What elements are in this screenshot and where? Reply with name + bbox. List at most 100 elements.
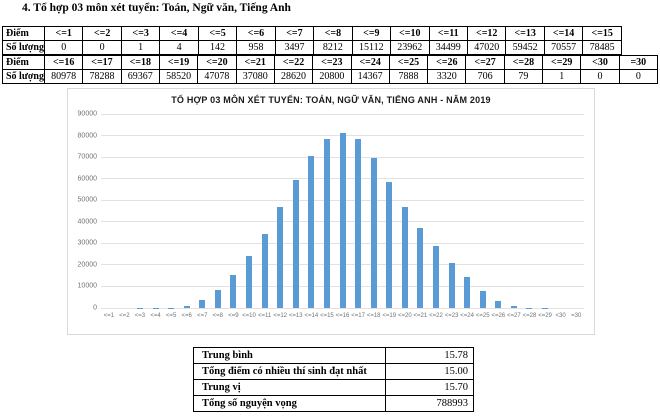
- gridline: [101, 113, 584, 115]
- page-heading: 4. Tổ hợp 03 môn xét tuyển: Toán, Ngữ vă…: [22, 2, 291, 14]
- score-col-header: <=13: [505, 26, 545, 41]
- score-distribution-chart: TỔ HỢP 03 MÔN XÉT TUYỂN: TOÁN, NGỮ VĂN, …: [67, 88, 595, 335]
- bar: [136, 307, 143, 308]
- x-axis-tick-label: <=6: [181, 313, 192, 319]
- score-row-label: Điểm: [2, 55, 45, 70]
- x-axis-tick-label: <=17: [351, 313, 365, 319]
- count-value: 0: [43, 40, 84, 55]
- x-axis-tick-label: <=14: [304, 313, 319, 319]
- score-col-header: <=16: [43, 55, 84, 70]
- count-value: 37080: [235, 69, 275, 84]
- count-value: 0: [618, 69, 659, 84]
- bar: [152, 307, 159, 308]
- bar: [214, 290, 221, 308]
- count-row-label: Số lượng: [2, 69, 45, 84]
- score-col-header: <=4: [159, 26, 199, 41]
- bar: [261, 233, 268, 308]
- x-axis: <=1 <=2 <=3 <=4 <=5 <=6 <=7 <=8 <=9 <=10 <=11 <=12 <…: [101, 313, 584, 323]
- x-axis-tick-label: <=15: [320, 313, 334, 319]
- y-axis-tick-label: 70000: [77, 153, 97, 161]
- bar: [168, 307, 175, 308]
- score-col-header: <=1: [43, 26, 84, 41]
- score-table-part2: Điểm <=16 <=17 <=18 <=19 <=20 <=21 <=22 <=23 <=24…: [2, 55, 659, 84]
- x-axis-tick-label: <=29: [538, 313, 552, 319]
- y-axis: 90000 80000 70000 60000 50000 40000 30000 20000…: [70, 111, 97, 312]
- score-col-header: <=29: [542, 55, 582, 70]
- y-axis-tick-label: 40000: [77, 218, 97, 226]
- count-value: 70557: [543, 40, 584, 55]
- score-col-header: <=27: [465, 55, 505, 70]
- score-col-header: <=22: [273, 55, 314, 70]
- score-col-header: <=18: [120, 55, 160, 70]
- count-value: 78288: [82, 69, 122, 84]
- score-col-header: <=7: [274, 26, 315, 41]
- count-value: 3497: [274, 40, 315, 55]
- count-value: 78485: [582, 40, 622, 55]
- y-axis-tick-label: 10000: [77, 282, 97, 290]
- y-axis-tick-label: 50000: [77, 196, 97, 204]
- x-axis-tick-label: <=13: [288, 313, 303, 319]
- x-axis-tick-label: <=27: [507, 313, 521, 319]
- count-value: 1: [120, 40, 161, 55]
- x-axis-tick-label: <=10: [242, 313, 256, 319]
- summary-label: Tổng số nguyện vọng: [193, 395, 386, 412]
- score-col-header: <=20: [197, 55, 237, 70]
- bar: [417, 228, 424, 308]
- count-value: 142: [197, 40, 238, 55]
- score-col-header: <=19: [158, 55, 199, 70]
- score-col-header: <=5: [197, 26, 238, 41]
- bar: [401, 206, 408, 308]
- summary-value: 15.70: [385, 379, 474, 396]
- summary-table: Trung bình 15.78 Tổng điểm có nhiều thí si…: [193, 347, 474, 412]
- bar: [542, 307, 549, 308]
- count-row: Số lượng 0 0 1 4 142 958 3497 8212 15112 23962 3449…: [2, 40, 622, 55]
- score-col-header: <=26: [427, 55, 467, 70]
- count-value: 1: [542, 69, 582, 84]
- x-axis-tick-label: <=1: [103, 313, 114, 319]
- x-axis-tick-label: <=7: [197, 313, 208, 319]
- y-axis-tick-label: 60000: [77, 175, 97, 183]
- score-col-header: <=2: [82, 26, 122, 41]
- bar: [277, 206, 284, 308]
- x-axis-tick-label: <=18: [366, 313, 381, 319]
- count-row-label: Số lượng: [2, 40, 45, 55]
- x-axis-tick-label: <=23: [444, 313, 459, 319]
- count-value: 15112: [351, 40, 392, 55]
- count-value: 47078: [197, 69, 237, 84]
- bar: [230, 275, 237, 308]
- count-value: 3320: [427, 69, 467, 84]
- summary-row: Trung bình 15.78: [193, 347, 474, 364]
- bar: [479, 291, 486, 308]
- x-axis-tick-label: <=25: [475, 313, 490, 319]
- x-axis-tick-label: <=26: [491, 313, 506, 319]
- bar: [448, 263, 455, 308]
- chart-title: TỔ HỢP 03 MÔN XÉT TUYỂN: TOÁN, NGỮ VĂN, …: [171, 95, 491, 105]
- x-axis-tick-label: <30: [555, 313, 566, 319]
- bar: [526, 307, 533, 308]
- score-col-header: <=24: [350, 55, 390, 70]
- summary-label: Trung vị: [193, 379, 386, 396]
- score-header-row: Điểm <=16 <=17 <=18 <=19 <=20 <=21 <=22 <=23 <=24…: [2, 55, 659, 70]
- x-axis-tick-label: <=12: [273, 313, 288, 319]
- count-value: 8212: [313, 40, 353, 55]
- summary-value: 15.00: [385, 363, 474, 380]
- summary-row: Tổng số nguyện vọng 788993: [193, 395, 474, 412]
- bar: [510, 306, 517, 308]
- plot-area: [101, 113, 584, 309]
- x-axis-tick-label: <=16: [335, 313, 350, 319]
- score-col-header: <=8: [313, 26, 353, 41]
- x-axis-tick-label: <=3: [134, 313, 146, 319]
- count-value: 80978: [43, 69, 84, 84]
- bar: [464, 277, 471, 308]
- bar: [386, 181, 393, 308]
- score-col-header: <=25: [388, 55, 429, 70]
- bar: [183, 305, 190, 308]
- count-value: 7888: [388, 69, 429, 84]
- count-value: 59452: [505, 40, 545, 55]
- bar: [355, 139, 362, 308]
- score-col-header: <=12: [466, 26, 507, 41]
- x-axis-tick-label: <=22: [429, 313, 443, 319]
- score-col-header: <=10: [390, 26, 430, 41]
- x-axis-tick-label: <=5: [165, 313, 177, 319]
- score-col-header: <=14: [543, 26, 584, 41]
